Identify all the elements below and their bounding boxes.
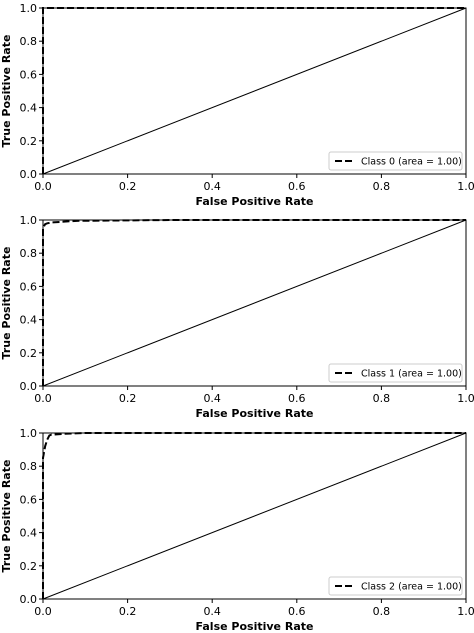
x-tick-label: 0.2 [119,392,137,405]
y-axis-label: True Positive Rate [0,247,13,360]
legend-box [328,151,463,171]
ticks-group: 0.00.0 0.2 0.2 0.4 0.4 0.6 0.6 0.8 0.8 1.0 1.0 [20,214,474,405]
y-axis-label: True Positive Rate [0,460,13,573]
x-tick-label: 0.8 [373,605,391,618]
y-tick-label: 0.0 [20,380,38,393]
y-tick-label: 0.6 [20,280,38,293]
y-tick-label: 0.8 [20,247,38,260]
roc-panel-1: 0.00.0 0.2 0.2 0.4 0.4 0.6 0.6 0.8 0.8 1.0 1.0 Fals… [0,214,474,420]
x-tick-label: 1.0 [457,180,474,193]
x-tick-label: 0.6 [288,392,306,405]
legend-label: Class 1 (area = 1.00) [361,369,462,380]
y-tick-label: 1.0 [20,2,38,15]
y-tick-label: 0.6 [20,68,38,81]
y-tick-label: 0.0 [20,168,38,181]
x-tick-label: 0.0 [34,392,52,405]
y-tick-label: 0.4 [20,314,38,327]
x-tick-label: 0.2 [119,605,137,618]
x-tick-label: 0.4 [203,392,221,405]
y-tick-label: 0.0 [20,593,38,606]
chance-diagonal-line [42,219,467,387]
x-axis-label: False Positive Rate [196,195,314,208]
x-tick-label: 0.8 [373,392,391,405]
x-tick-label: 0.8 [373,180,391,193]
y-tick-label: 1.0 [20,214,38,227]
x-axis-label: False Positive Rate [196,407,314,420]
series-group [42,219,467,387]
x-tick-label: 1.0 [457,605,474,618]
y-tick-label: 0.4 [20,527,38,540]
x-tick-label: 0.4 [203,605,221,618]
x-tick-label: 0.4 [203,180,221,193]
y-tick-label: 0.4 [20,102,38,115]
legend: Class 1 (area = 1.00) [328,363,463,383]
roc-panel-2: 0.00.0 0.2 0.2 0.4 0.4 0.6 0.6 0.8 0.8 1.0 1.0 Fals… [0,427,474,633]
roc-panel-0: 0.00.0 0.2 0.2 0.4 0.4 0.6 0.6 0.8 0.8 1.0 1.0 Fals… [0,2,474,208]
x-tick-label: 1.0 [457,392,474,405]
x-tick-label: 0.2 [119,180,137,193]
chance-diagonal-line [42,432,467,600]
legend-box [328,363,463,383]
series-group [42,7,467,175]
y-axis-label: True Positive Rate [0,35,13,148]
legend-label: Class 2 (area = 1.00) [361,582,462,593]
y-tick-label: 0.2 [20,135,38,148]
y-tick-label: 1.0 [20,427,38,440]
legend: Class 0 (area = 1.00) [328,151,463,171]
plot-frame [42,219,467,387]
y-tick-label: 0.2 [20,560,38,573]
x-tick-label: 0.6 [288,605,306,618]
ticks-group: 0.00.0 0.2 0.2 0.4 0.4 0.6 0.6 0.8 0.8 1.0 1.0 [20,427,474,618]
y-tick-label: 0.8 [20,35,38,48]
plot-frame [42,7,467,175]
y-tick-label: 0.2 [20,347,38,360]
plot-frame [42,432,467,600]
legend: Class 2 (area = 1.00) [328,576,463,596]
chance-diagonal-line [42,7,467,175]
x-axis-label: False Positive Rate [196,620,314,633]
y-tick-label: 0.6 [20,493,38,506]
x-tick-label: 0.0 [34,180,52,193]
x-tick-label: 0.0 [34,605,52,618]
series-group [42,432,467,600]
ticks-group: 0.00.0 0.2 0.2 0.4 0.4 0.6 0.6 0.8 0.8 1.0 1.0 [20,2,474,193]
legend-box [328,576,463,596]
y-tick-label: 0.8 [20,460,38,473]
legend-label: Class 0 (area = 1.00) [361,157,462,168]
x-tick-label: 0.6 [288,180,306,193]
